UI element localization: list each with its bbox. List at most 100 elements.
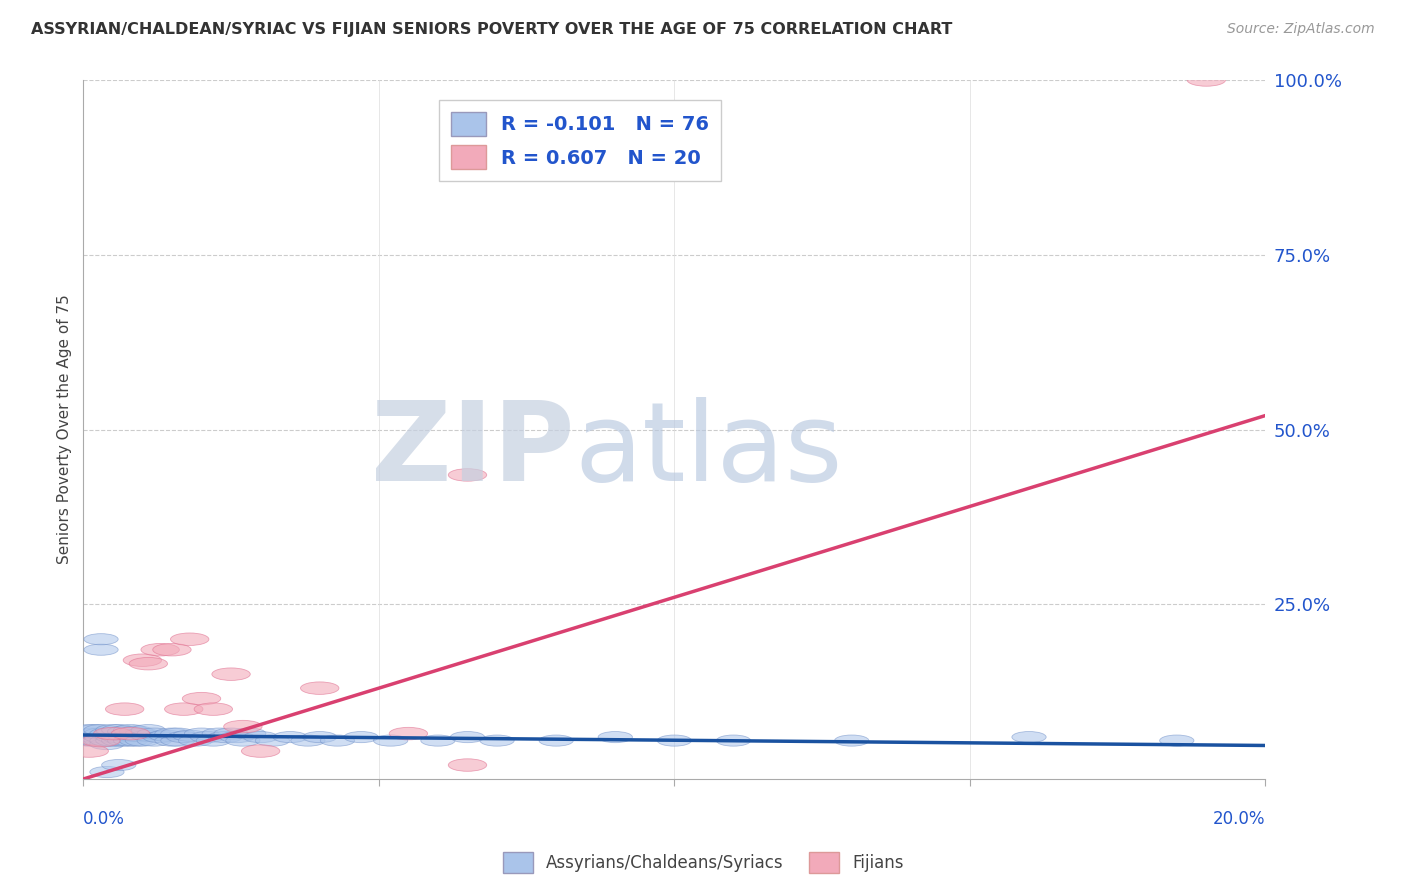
Ellipse shape [835,735,869,747]
Legend: Assyrians/Chaldeans/Syriacs, Fijians: Assyrians/Chaldeans/Syriacs, Fijians [496,846,910,880]
Ellipse shape [149,731,183,741]
Ellipse shape [72,735,107,747]
Ellipse shape [242,745,280,757]
Ellipse shape [160,735,195,747]
Ellipse shape [374,735,408,747]
Legend: R = -0.101   N = 76, R = 0.607   N = 20: R = -0.101 N = 76, R = 0.607 N = 20 [439,100,721,181]
Ellipse shape [208,731,242,743]
Ellipse shape [107,726,142,737]
Ellipse shape [131,724,166,736]
Ellipse shape [101,731,136,743]
Ellipse shape [114,735,148,747]
Ellipse shape [77,735,112,747]
Ellipse shape [84,728,118,739]
Ellipse shape [84,731,118,743]
Ellipse shape [111,727,150,739]
Ellipse shape [90,735,124,747]
Ellipse shape [120,726,153,737]
Ellipse shape [214,728,249,739]
Ellipse shape [84,724,118,736]
Ellipse shape [82,734,121,747]
Ellipse shape [538,735,574,747]
Ellipse shape [72,728,107,739]
Ellipse shape [105,703,143,715]
Ellipse shape [160,728,195,739]
Ellipse shape [1012,731,1046,743]
Ellipse shape [273,731,308,743]
Ellipse shape [657,735,692,747]
Ellipse shape [107,735,142,747]
Ellipse shape [202,728,236,739]
Ellipse shape [256,735,290,747]
Ellipse shape [449,468,486,481]
Ellipse shape [114,731,148,741]
Ellipse shape [114,724,148,736]
Ellipse shape [449,759,486,772]
Ellipse shape [1187,74,1226,87]
Ellipse shape [90,766,124,778]
Ellipse shape [153,643,191,656]
Ellipse shape [101,759,136,771]
Ellipse shape [291,735,325,747]
Ellipse shape [389,727,427,739]
Ellipse shape [302,731,337,743]
Ellipse shape [344,731,378,743]
Ellipse shape [120,731,153,741]
Ellipse shape [84,735,118,747]
Ellipse shape [101,735,136,747]
Ellipse shape [72,724,107,736]
Ellipse shape [155,735,188,747]
Ellipse shape [226,735,260,747]
Ellipse shape [84,644,118,656]
Ellipse shape [143,731,177,743]
Ellipse shape [90,728,124,739]
Ellipse shape [184,728,219,739]
Ellipse shape [219,731,254,743]
Text: 20.0%: 20.0% [1213,811,1265,829]
Ellipse shape [70,745,108,757]
Ellipse shape [479,735,515,747]
Ellipse shape [1160,735,1194,747]
Text: ASSYRIAN/CHALDEAN/SYRIAC VS FIJIAN SENIORS POVERTY OVER THE AGE OF 75 CORRELATIO: ASSYRIAN/CHALDEAN/SYRIAC VS FIJIAN SENIO… [31,22,952,37]
Ellipse shape [129,657,167,670]
Ellipse shape [77,728,112,739]
Ellipse shape [232,728,266,739]
Ellipse shape [598,731,633,743]
Ellipse shape [77,731,112,743]
Ellipse shape [212,668,250,681]
Ellipse shape [107,731,142,741]
Ellipse shape [179,735,212,747]
Ellipse shape [170,633,209,646]
Ellipse shape [94,727,132,739]
Ellipse shape [124,654,162,666]
Ellipse shape [136,735,172,747]
Ellipse shape [716,735,751,747]
Y-axis label: Seniors Poverty Over the Age of 75: Seniors Poverty Over the Age of 75 [58,294,72,565]
Ellipse shape [155,728,188,739]
Ellipse shape [190,731,225,743]
Ellipse shape [96,724,129,736]
Ellipse shape [136,728,172,739]
Ellipse shape [167,731,201,743]
Text: atlas: atlas [574,397,842,504]
Ellipse shape [173,731,207,741]
Ellipse shape [197,735,231,747]
Ellipse shape [194,703,232,715]
Ellipse shape [321,735,354,747]
Ellipse shape [125,728,159,739]
Ellipse shape [141,643,180,656]
Ellipse shape [301,681,339,694]
Ellipse shape [125,735,159,747]
Ellipse shape [243,731,278,743]
Ellipse shape [96,728,129,739]
Ellipse shape [165,703,202,715]
Ellipse shape [90,739,124,749]
Text: ZIP: ZIP [371,397,574,504]
Ellipse shape [77,724,112,736]
Ellipse shape [96,735,129,747]
Ellipse shape [131,731,166,741]
Ellipse shape [450,731,485,743]
Ellipse shape [84,633,118,645]
Ellipse shape [96,731,129,743]
Ellipse shape [120,735,153,747]
